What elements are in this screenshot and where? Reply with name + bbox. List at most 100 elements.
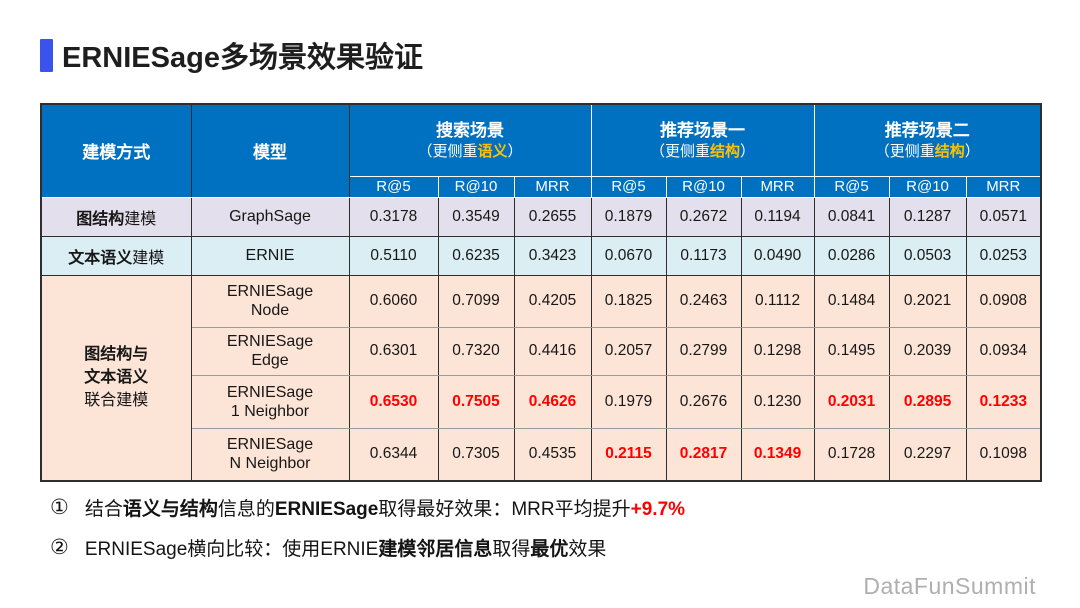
metric-cell: 0.0286 [813, 235, 890, 276]
metric-cell: 0.3549 [437, 196, 515, 237]
model-cell: ERNIE [190, 235, 350, 276]
watermark-datafunsummit: DataFunSummit [863, 573, 1036, 599]
metric-cell: 0.2115 [590, 427, 667, 482]
slide-header: ERNIESage多场景效果验证 [40, 34, 423, 76]
metric-cell: 0.2031 [813, 374, 890, 429]
metric-cell: 0.2057 [590, 326, 667, 376]
metric-cell: 0.7099 [437, 274, 515, 328]
col-header-method: 建模方式 [40, 103, 192, 198]
metric-header: R@5 [348, 175, 439, 198]
metric-cell: 0.0253 [965, 235, 1042, 276]
table-row: ERNIESage Edge 0.6301 0.7320 0.4416 0.205… [41, 326, 1042, 376]
model-cell: ERNIESage Edge [190, 326, 350, 376]
metric-cell: 0.7305 [437, 427, 515, 482]
metric-header: MRR [740, 175, 815, 198]
model-line: ERNIESage [226, 283, 314, 300]
metric-cell: 0.1979 [590, 374, 667, 429]
note-number-icon: ① [50, 495, 69, 519]
metric-cell: 0.1112 [740, 274, 815, 328]
metric-cell: 0.2799 [665, 326, 742, 376]
metric-header: R@5 [590, 175, 667, 198]
metric-cell: 0.1098 [965, 427, 1042, 482]
metric-cell: 0.4626 [513, 374, 592, 429]
metric-cell: 0.6235 [437, 235, 515, 276]
metric-cell: 0.2039 [888, 326, 967, 376]
model-cell: GraphSage [190, 196, 350, 237]
method-cell: 文本语义建模 [40, 235, 192, 276]
metric-cell: 0.2655 [513, 196, 592, 237]
metric-header: R@10 [888, 175, 967, 198]
metric-header: MRR [965, 175, 1042, 198]
metric-cell: 0.1728 [813, 427, 890, 482]
table-row: 图结构建模 GraphSage 0.3178 0.3549 0.2655 0.1… [40, 196, 1042, 237]
scenario-subtitle: （更侧重语义） [417, 143, 523, 161]
metric-cell: 0.2895 [888, 374, 967, 429]
metric-cell: 0.0908 [965, 274, 1042, 328]
metric-cell: 0.6344 [348, 427, 439, 482]
metric-cell: 0.1879 [590, 196, 667, 237]
metric-header-row: R@5 R@10 MRR R@5 R@10 MRR R@5 R@10 MRR [41, 175, 1042, 198]
metric-cell: 0.6301 [348, 326, 439, 376]
metric-cell: 0.1233 [965, 374, 1042, 429]
metric-cell: 0.2672 [665, 196, 742, 237]
metric-cell: 0.3178 [348, 196, 439, 237]
metric-header: R@10 [437, 175, 515, 198]
scenario-header-rec1: 推荐场景一 （更侧重结构） [590, 103, 815, 177]
scenario-name: 推荐场景二 [884, 121, 970, 141]
metric-cell: 0.4205 [513, 274, 592, 328]
table-row: 文本语义建模 ERNIE 0.5110 0.6235 0.3423 0.0670… [40, 235, 1042, 276]
metric-cell: 0.0503 [888, 235, 967, 276]
note-text: ERNIESage横向比较：使用ERNIE建模邻居信息取得最优效果 [84, 538, 607, 560]
metric-cell: 0.0934 [965, 326, 1042, 376]
metric-header: R@5 [813, 175, 890, 198]
metric-cell: 0.6530 [348, 374, 439, 429]
metric-cell: 0.1349 [740, 427, 815, 482]
metric-cell: 0.0571 [965, 196, 1042, 237]
page-title: ERNIESage多场景效果验证 [62, 42, 423, 74]
metric-cell: 0.2463 [665, 274, 742, 328]
results-table: 建模方式 模型 搜索场景 （更侧重语义） 推荐场景一 （更侧重结构） 推荐场景二… [40, 103, 1043, 482]
metric-cell: 0.0670 [590, 235, 667, 276]
scenario-name: 推荐场景一 [660, 121, 746, 141]
metric-cell: 0.0841 [813, 196, 890, 237]
model-line: ERNIESage [226, 333, 314, 350]
metric-cell: 0.7505 [437, 374, 515, 429]
metric-cell: 0.2297 [888, 427, 967, 482]
note-number-icon: ② [50, 535, 69, 559]
model-line: Edge [251, 352, 289, 369]
model-line: ERNIESage [226, 383, 314, 401]
metric-cell: 0.1484 [813, 274, 890, 328]
model-cell: ERNIESage 1 Neighbor [190, 374, 350, 429]
note-text: 结合语义与结构信息的ERNIESage取得最好效果：MRR平均提升+9.7% [84, 498, 686, 520]
metric-cell: 0.7320 [437, 326, 515, 376]
scenario-name: 搜索场景 [436, 121, 504, 141]
model-cell: ERNIESage N Neighbor [190, 427, 350, 482]
note-2: ② ERNIESage横向比较：使用ERNIE建模邻居信息取得最优效果 [50, 527, 685, 567]
method-group-cell: 图结构与 文本语义 联合建模 [40, 274, 192, 482]
scenario-subtitle: （更侧重结构） [874, 143, 980, 161]
metric-cell: 0.5110 [348, 235, 439, 276]
model-line: ERNIE [245, 247, 295, 264]
metric-cell: 0.2817 [665, 427, 742, 482]
metric-cell: 0.1825 [590, 274, 667, 328]
table-row: ERNIESage N Neighbor 0.6344 0.7305 0.4535… [41, 427, 1042, 482]
conclusion-notes: ① 结合语义与结构信息的ERNIESage取得最好效果：MRR平均提升+9.7%… [50, 487, 685, 567]
metric-cell: 0.2676 [665, 374, 742, 429]
metric-cell: 0.1495 [813, 326, 890, 376]
metric-cell: 0.4535 [513, 427, 592, 482]
scenario-header-rec2: 推荐场景二 （更侧重结构） [813, 103, 1042, 177]
table-header-row: 建模方式 模型 搜索场景 （更侧重语义） 推荐场景一 （更侧重结构） 推荐场景二… [40, 103, 1042, 198]
model-line: N Neighbor [229, 455, 311, 473]
metric-cell: 0.0490 [740, 235, 815, 276]
metric-cell: 0.1173 [665, 235, 742, 276]
model-cell: ERNIESage Node [190, 274, 350, 328]
metric-cell: 0.1287 [888, 196, 967, 237]
metric-cell: 0.1194 [740, 196, 815, 237]
metric-cell: 0.1298 [740, 326, 815, 376]
col-header-model: 模型 [190, 103, 350, 198]
metric-cell: 0.1230 [740, 374, 815, 429]
metric-cell: 0.4416 [513, 326, 592, 376]
scenario-subtitle: （更侧重结构） [650, 143, 756, 161]
model-line: ERNIESage [226, 436, 314, 454]
